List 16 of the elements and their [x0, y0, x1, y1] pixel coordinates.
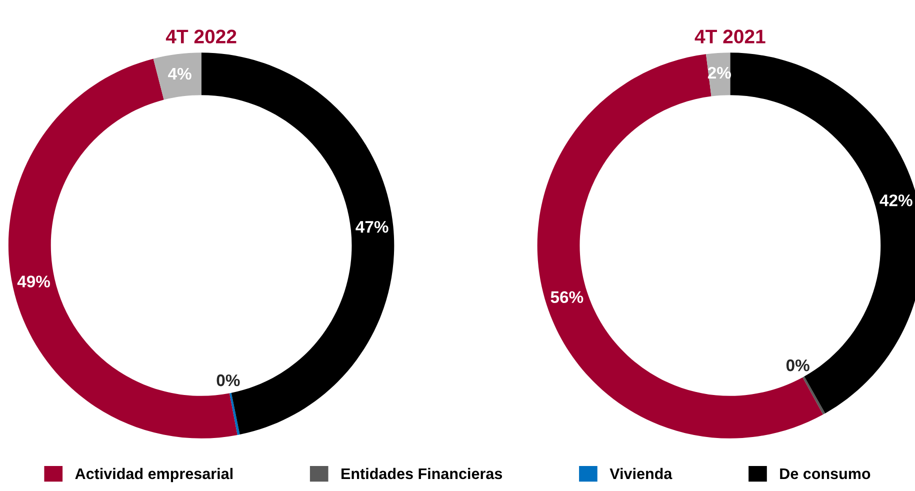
legend-label: Actividad empresarial	[75, 468, 232, 482]
data-label: 49%	[17, 276, 50, 288]
data-label: 56%	[550, 291, 584, 304]
data-label: 42%	[880, 194, 912, 206]
chart-title: 4T 2021	[694, 30, 766, 44]
data-label: 0%	[216, 374, 240, 386]
legend-label: Vivienda	[610, 468, 672, 480]
data-label: 47%	[356, 220, 388, 233]
data-label: 4%	[168, 68, 192, 80]
donut-slice	[201, 52, 394, 434]
donut-slice	[153, 52, 202, 100]
chart-title: 4T 2022	[166, 30, 236, 44]
legend-label: Entidades Financieras	[342, 468, 502, 480]
legend-label: De consumo	[780, 468, 870, 480]
data-label: 0%	[786, 359, 810, 372]
donut-slice	[229, 392, 240, 435]
